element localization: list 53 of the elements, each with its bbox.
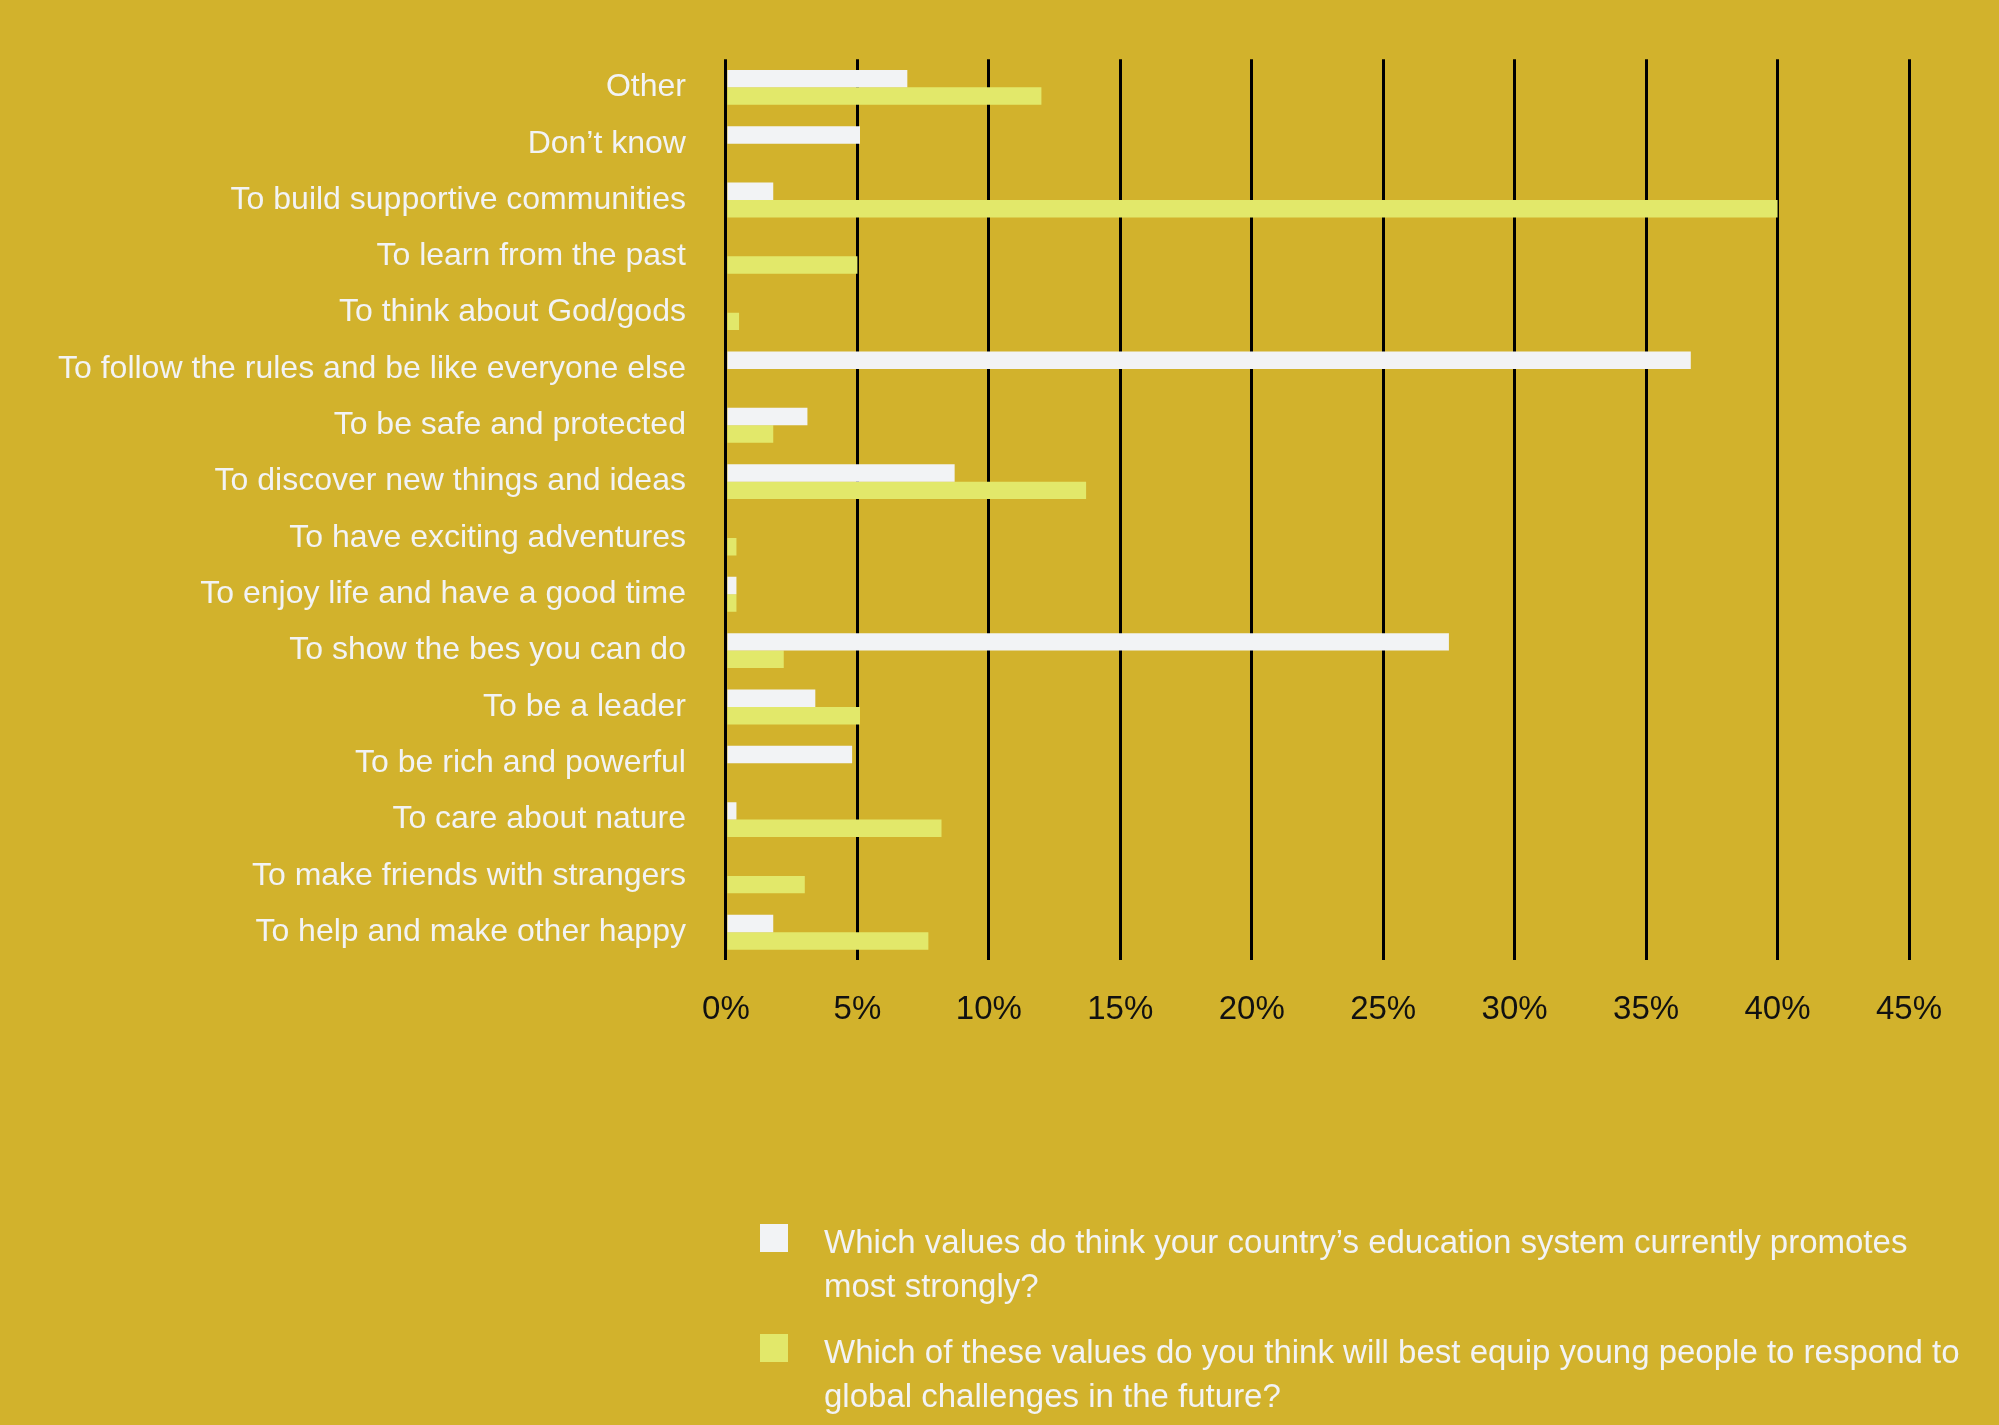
y-tick-label: To follow the rules and be like everyone else [58,348,686,385]
y-tick-label: To make friends with strangers [251,855,686,892]
bar [727,819,942,838]
x-tick-label: 30% [1481,989,1548,1027]
x-tick-label: 0% [702,989,750,1027]
bar [727,914,774,933]
bar [727,932,929,950]
bar [727,425,774,443]
bar [727,650,784,669]
y-tick-label: To discover new things and ideas [214,461,686,498]
x-tick-label: 20% [1218,989,1285,1027]
y-tick-label: To be a leader [483,686,687,723]
bar [727,576,737,595]
bar [727,689,816,707]
x-tick-label: 5% [833,989,882,1027]
x-tick-label: 10% [955,989,1022,1027]
bar [727,594,737,612]
bar [727,182,774,201]
bar [727,69,908,88]
y-tick-label: To help and make other happy [255,912,686,949]
y-tick-label: To be safe and protected [333,405,686,442]
bar [727,875,805,894]
x-tick-label: 15% [1087,989,1154,1027]
bar [727,745,853,764]
y-tick-label: Don’t know [527,123,687,160]
x-tick-label: 25% [1350,989,1417,1027]
bar [727,312,740,331]
bar [727,351,1691,369]
y-tick-label: To build supportive communities [230,179,686,216]
y-tick-label: To have exciting adventures [289,517,686,554]
bar [727,126,860,144]
legend-label: Which of these values do you think will best equip young people to respond to global challenges in the future? [824,1332,1960,1416]
bar [727,87,1042,105]
y-tick-label: To be rich and powerful [355,743,686,780]
x-tick-label: 40% [1744,989,1811,1027]
y-tick-label: To care about nature [392,799,686,836]
bar [727,256,858,274]
y-tick-label: Other [605,67,687,104]
x-tick-label: 35% [1613,989,1680,1027]
y-tick-label: To show the bes you can do [289,630,686,667]
bar [727,464,955,482]
legend-label: Which values do think your country’s education system currently promotes most strongly? [824,1222,1909,1306]
bar [727,633,1449,651]
bar [727,706,860,725]
bar [727,537,737,556]
bar [727,200,1778,218]
x-tick-label: 45% [1875,989,1943,1027]
y-tick-label: To enjoy life and have a good time [200,574,686,611]
bar [727,407,808,426]
y-tick-label: To think about God/gods [339,292,686,329]
y-tick-label: To learn from the past [376,236,687,273]
bar [727,802,737,820]
bar [727,481,1087,500]
